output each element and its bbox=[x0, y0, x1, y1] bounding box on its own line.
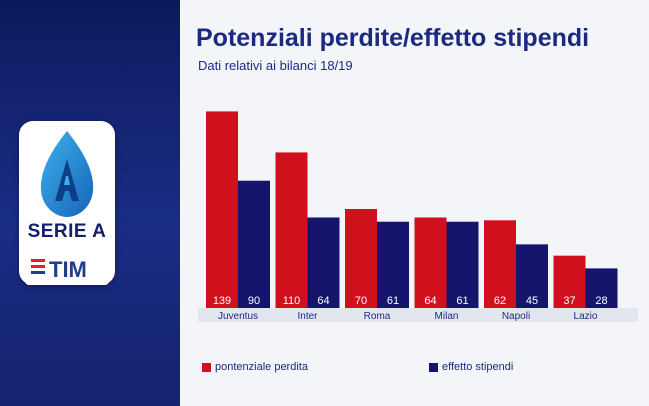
bar-milan-perdita bbox=[414, 217, 447, 308]
data-label: 64 bbox=[317, 295, 329, 307]
data-label: 28 bbox=[595, 295, 607, 307]
data-label: 64 bbox=[424, 295, 436, 307]
data-label: 62 bbox=[494, 295, 506, 307]
category-label-milan: Milan bbox=[435, 311, 459, 322]
serie-a-ball-icon bbox=[40, 131, 94, 217]
category-label-napoli: Napoli bbox=[502, 311, 530, 322]
bar-napoli-perdita bbox=[484, 220, 516, 308]
bar-inter-perdita bbox=[275, 152, 308, 308]
logo-serie-a-text: SERIE A bbox=[27, 221, 107, 242]
tim-logo: TIM bbox=[25, 249, 109, 285]
chart-title: Potenziali perdite/effetto stipendi bbox=[196, 24, 590, 52]
bar-milan-stipendi bbox=[446, 221, 479, 308]
category-label-lazio: Lazio bbox=[574, 311, 598, 322]
data-label: 110 bbox=[283, 295, 301, 307]
bar-inter-stipendi bbox=[307, 217, 340, 308]
bar-lazio-stipendi bbox=[585, 268, 618, 308]
x-axis-strip bbox=[198, 308, 638, 322]
chart-subtitle: Dati relativi ai bilanci 18/19 bbox=[198, 58, 353, 73]
data-label: 37 bbox=[563, 295, 575, 307]
legend-label: effetto stipendi bbox=[442, 361, 514, 373]
data-label: 61 bbox=[456, 295, 468, 307]
category-label-roma: Roma bbox=[364, 311, 391, 322]
data-label: 139 bbox=[213, 295, 231, 307]
legend-swatch-red bbox=[202, 363, 211, 372]
bar-lazio-perdita bbox=[553, 255, 586, 308]
legend-swatch-navy bbox=[429, 363, 438, 372]
bar-juventus-stipendi bbox=[238, 180, 270, 308]
serie-a-logo: SERIE A TIM bbox=[19, 121, 115, 285]
data-label: 61 bbox=[387, 295, 399, 307]
tim-logo-text: TIM bbox=[49, 257, 87, 282]
bar-juventus-perdita bbox=[206, 111, 238, 309]
legend-label: pontenziale perdita bbox=[215, 361, 308, 373]
bar-roma-perdita bbox=[345, 209, 377, 308]
data-label: 45 bbox=[526, 295, 538, 307]
bar-roma-stipendi bbox=[377, 221, 409, 308]
category-label-inter: Inter bbox=[297, 311, 318, 322]
bar-napoli-stipendi bbox=[516, 244, 548, 308]
bar-chart: 139 90 Juventus 110 64 Inter 70 61 Roma 64 61 Milan… bbox=[198, 111, 638, 322]
data-label: 90 bbox=[248, 295, 260, 307]
category-label-juventus: Juventus bbox=[218, 311, 258, 322]
data-label: 70 bbox=[355, 295, 367, 307]
